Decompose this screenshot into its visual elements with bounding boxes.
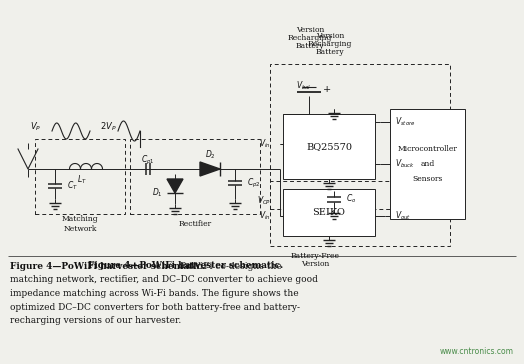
Text: matching network, rectifier, and DC–DC converter to achieve good: matching network, rectifier, and DC–DC c… [10, 276, 318, 285]
Text: $V_{buck}$: $V_{buck}$ [395, 158, 415, 170]
Text: Matching
Network: Matching Network [62, 215, 99, 233]
Text: $V_{in}$: $V_{in}$ [259, 210, 271, 222]
Text: Version: Version [301, 260, 329, 268]
Text: BQ25570: BQ25570 [306, 142, 352, 151]
Text: $C_{p1}$: $C_{p1}$ [141, 154, 155, 167]
Text: Figure 4—PoWiFi harvester schematic.: Figure 4—PoWiFi harvester schematic. [10, 262, 205, 271]
Text: and: and [420, 160, 434, 168]
Text: $V_{CP}$: $V_{CP}$ [257, 195, 271, 207]
Text: $2V_P$: $2V_P$ [100, 121, 116, 133]
Text: Microcontroller: Microcontroller [398, 145, 457, 153]
Text: $V_{out}$: $V_{out}$ [395, 210, 411, 222]
Text: Version: Version [316, 32, 344, 40]
Bar [130, 139, 260, 214]
Text: Version: Version [296, 26, 324, 34]
Text: +: + [323, 86, 331, 95]
Text: SEIKO: SEIKO [312, 208, 345, 217]
Text: Sensors: Sensors [412, 175, 443, 183]
Text: www.cntronics.com: www.cntronics.com [440, 347, 514, 356]
Text: recharging versions of our harvester.: recharging versions of our harvester. [10, 316, 181, 325]
Text: Recharging: Recharging [288, 34, 332, 42]
Text: Recharging: Recharging [308, 40, 352, 48]
Bar [390, 109, 465, 219]
Text: $D_2$: $D_2$ [204, 149, 215, 161]
Text: $V_{store}$: $V_{store}$ [395, 116, 416, 128]
Text: $L_T$: $L_T$ [77, 174, 87, 186]
Text: $V_P$: $V_P$ [30, 121, 41, 133]
Bar [283, 114, 375, 179]
Text: Figure 4—PoWiFi harvester schematic.: Figure 4—PoWiFi harvester schematic. [89, 261, 283, 269]
Text: impedance matching across Wi-Fi bands. The figure shows the: impedance matching across Wi-Fi bands. T… [10, 289, 299, 298]
Text: $C_o$: $C_o$ [346, 193, 356, 205]
Bar [270, 64, 450, 209]
Text: optimized DC–DC converters for both battery-free and battery-: optimized DC–DC converters for both batt… [10, 302, 300, 312]
Text: $C_T$: $C_T$ [67, 180, 78, 192]
Polygon shape [167, 179, 183, 193]
Text: PoWiFi co-designs the: PoWiFi co-designs the [180, 262, 282, 271]
Bar [283, 189, 375, 236]
Text: $V_{in}$: $V_{in}$ [259, 138, 271, 150]
Text: Battery: Battery [315, 48, 344, 56]
Text: Battery: Battery [296, 42, 324, 50]
Text: $C_{p2}$: $C_{p2}$ [247, 177, 260, 190]
Bar [270, 181, 450, 246]
Text: Rectifier: Rectifier [179, 220, 212, 228]
Text: Battery-Free: Battery-Free [290, 252, 340, 260]
Text: $V_{bal}$: $V_{bal}$ [297, 80, 312, 92]
Bar [35, 139, 125, 214]
Polygon shape [200, 162, 220, 176]
Text: $D_1$: $D_1$ [152, 187, 163, 199]
